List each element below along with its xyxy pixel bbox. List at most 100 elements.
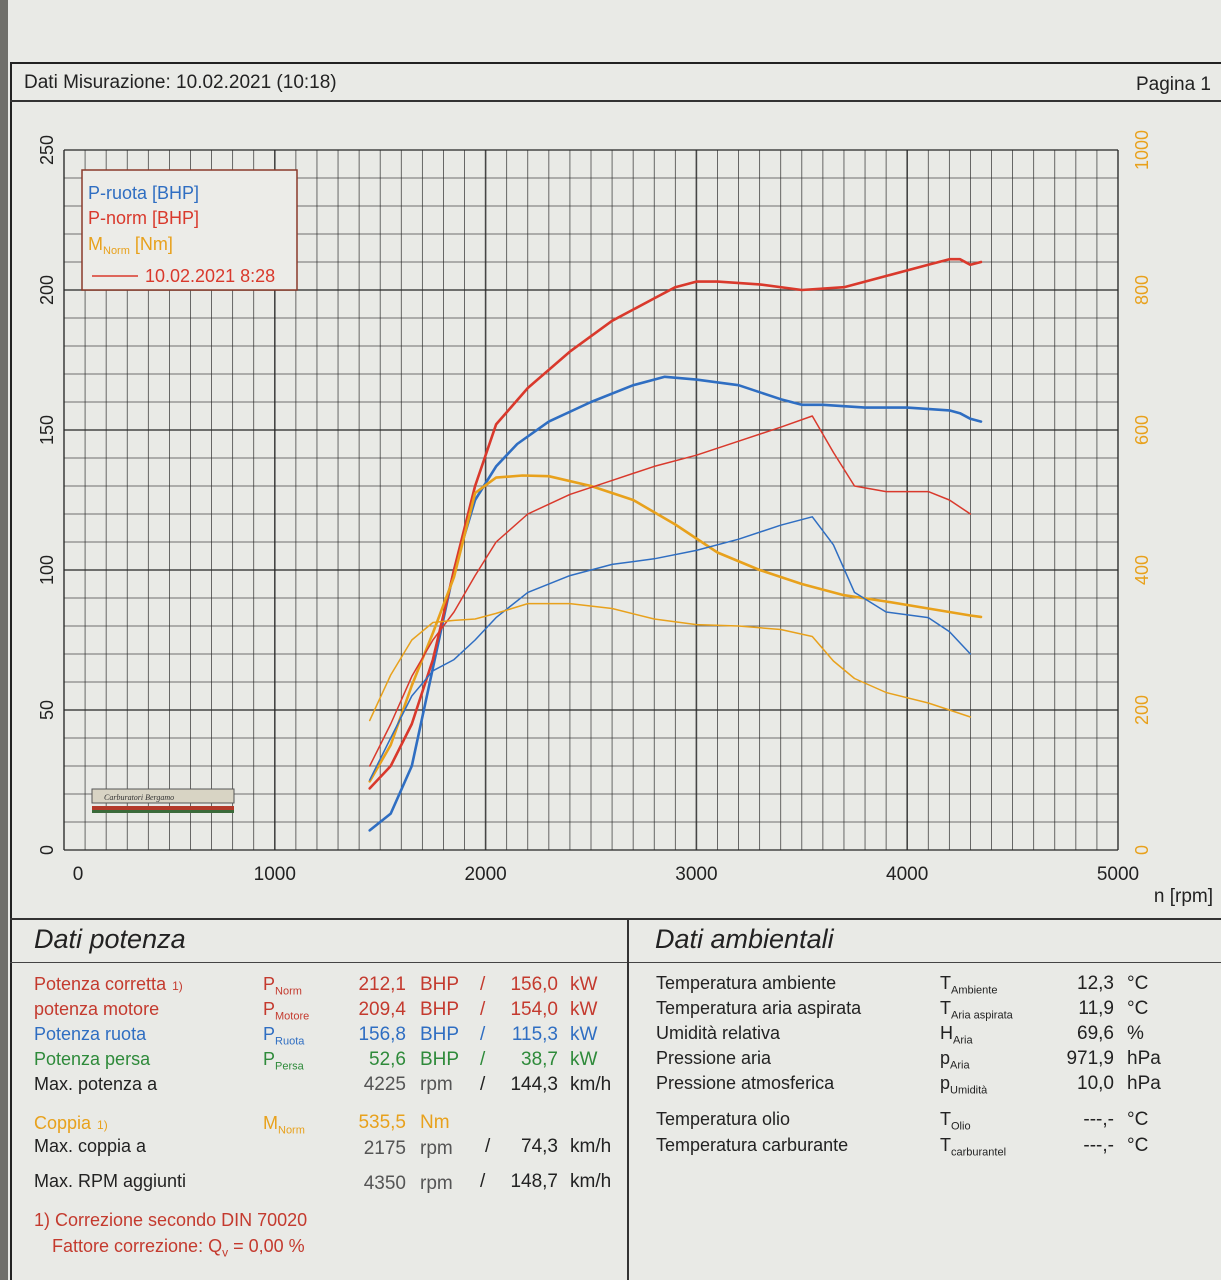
logo-stripe-red — [92, 806, 234, 810]
potenza-row-symbol: PRuota — [263, 1024, 305, 1048]
x-tick-label: 2000 — [464, 864, 506, 885]
ambient-row-value: ---,- — [1083, 1109, 1114, 1130]
x-tick-label: 4000 — [886, 864, 928, 885]
series-line-p-norm-persa — [368, 415, 972, 767]
potenza-slash: / — [480, 1049, 486, 1070]
dati-potenza-title: Dati potenza — [34, 924, 186, 954]
legend-box — [81, 169, 298, 291]
ambient-row-unit: °C — [1127, 1109, 1149, 1130]
potenza-value-2: 115,3 — [511, 1024, 558, 1045]
y-left-tick-label: 0 — [37, 845, 57, 855]
section-divider — [10, 918, 1221, 920]
ambient-row-unit: °C — [1127, 1135, 1149, 1156]
x-axis-label: n [rpm] — [1154, 886, 1213, 907]
max-coppia-speed: 74,3 — [521, 1136, 558, 1157]
ambient-row-symbol: TOlio — [940, 1109, 971, 1133]
potenza-slash: / — [480, 999, 486, 1020]
ambient-row-symbol: TAria aspirata — [940, 998, 1013, 1022]
ambient-row-symbol: pAria — [940, 1048, 970, 1072]
potenza-value-2: 154,0 — [510, 999, 558, 1020]
max-rpm-unit: rpm — [420, 1173, 453, 1194]
x-tick-label: 0 — [73, 864, 84, 885]
max-coppia-label: Max. coppia a — [34, 1136, 147, 1156]
x-tick-label: 5000 — [1097, 864, 1139, 885]
y-left-tick-label: 100 — [37, 555, 57, 585]
potenza-unit-1: BHP — [420, 1049, 460, 1070]
ambient-row-symbol: TAmbiente — [940, 973, 998, 997]
potenza-row-label: Potenza ruota — [34, 1024, 147, 1044]
y-right-tick-label: 200 — [1132, 695, 1152, 725]
max-rpm-slash: / — [480, 1171, 486, 1192]
potenza-row-symbol: PNorm — [263, 974, 302, 998]
potenza-row-label: potenza motore — [34, 999, 160, 1019]
ambient-row-value: 10,0 — [1077, 1073, 1114, 1094]
footnote-marker: 1) — [97, 1118, 108, 1132]
measurement-header: Dati Misurazione: 10.02.2021 (10:18) — [24, 72, 337, 93]
max-rpm-speed: 148,7 — [510, 1171, 558, 1192]
ambient-row-symbol: Tcarburantel — [940, 1135, 1007, 1159]
series-line-m-norm-nm- — [368, 474, 983, 783]
legend-item-p-ruota: P-ruota [BHP] — [88, 183, 199, 203]
potenza-unit-1: BHP — [420, 1024, 460, 1045]
max-rpm-speed-unit: km/h — [570, 1171, 612, 1192]
ambient-row-unit: hPa — [1127, 1048, 1161, 1069]
potenza-unit-2: kW — [570, 1024, 598, 1045]
ambient-row-value: 11,9 — [1078, 998, 1114, 1019]
ambient-row-label: Temperatura carburante — [656, 1135, 849, 1155]
header-divider — [10, 100, 1221, 102]
legend-item-p-norm: P-norm [BHP] — [88, 208, 199, 228]
x-tick-label: 1000 — [254, 864, 296, 885]
potenza-slash: / — [480, 1024, 486, 1045]
correction-footnote: 1) Correzione secondo DIN 70020 — [34, 1210, 308, 1230]
carburatori-logo: Carburatori Bergamo — [91, 788, 235, 813]
potenza-slash: / — [480, 1074, 486, 1095]
logo-text: Carburatori Bergamo — [104, 793, 174, 802]
footnote-marker: 1) — [172, 979, 183, 993]
potenza-unit-1: rpm — [420, 1074, 453, 1095]
coppia-label: Coppia 1) — [34, 1113, 108, 1133]
potenza-value-1: 212,1 — [358, 974, 406, 995]
potenza-row-label: Max. potenza a — [34, 1074, 158, 1094]
potenza-value-1: 4225 — [363, 1074, 406, 1095]
ambient-row-label: Pressione aria — [656, 1048, 772, 1068]
potenza-value-2: 38,7 — [521, 1049, 558, 1070]
ambient-row-symbol: HAria — [940, 1023, 973, 1047]
max-coppia-rpm: 2175 — [363, 1138, 406, 1159]
ambient-row-label: Temperatura ambiente — [656, 973, 837, 993]
potenza-unit-2: kW — [570, 1049, 598, 1070]
dati-ambientali-title: Dati ambientali — [655, 924, 834, 954]
potenza-row-label: Potenza corretta 1) — [34, 974, 183, 994]
dati-potenza-underline — [10, 962, 627, 963]
potenza-unit-2: kW — [570, 999, 598, 1020]
logo-plate — [91, 788, 235, 804]
legend-run-label: 10.02.2021 8:28 — [145, 266, 275, 286]
correction-factor: Fattore correzione: Qv = 0,00 % — [52, 1236, 305, 1260]
series-line-p-norm-bhp- — [368, 257, 983, 790]
potenza-row-symbol: PMotore — [263, 999, 310, 1023]
potenza-value-2: 144,3 — [510, 1074, 558, 1095]
potenza-unit-2: kW — [570, 974, 598, 995]
ambient-row-unit: % — [1127, 1023, 1144, 1044]
ambient-row-symbol: pUmidità — [940, 1073, 988, 1097]
ambient-row-label: Temperatura aria aspirata — [656, 998, 862, 1018]
y-right-tick-label: 800 — [1132, 275, 1152, 305]
potenza-slash: / — [480, 974, 486, 995]
chart-legend: P-ruota [BHP] P-norm [BHP] MNorm [Nm] 10.02… — [81, 169, 298, 291]
potenza-value-1: 209,4 — [358, 999, 406, 1020]
potenza-unit-1: BHP — [420, 974, 460, 995]
logo-stripe-green — [92, 810, 234, 813]
x-tick-label: 3000 — [675, 864, 717, 885]
y-right-tick-label: 1000 — [1132, 130, 1152, 170]
page-number: Pagina 1 — [1135, 74, 1211, 95]
potenza-value-1: 52,6 — [369, 1049, 406, 1070]
y-left-tick-label: 150 — [37, 415, 57, 445]
series-line-m-norm-persa — [368, 602, 972, 722]
potenza-value-2: 156,0 — [510, 974, 558, 995]
ambient-row-value: ---,- — [1083, 1135, 1114, 1156]
legend-item-m-norm: MNorm [Nm] — [88, 234, 173, 257]
ambient-row-unit: hPa — [1127, 1073, 1161, 1094]
report-frame — [10, 62, 1221, 1280]
ambient-row-value: 971,9 — [1066, 1048, 1114, 1069]
potenza-row-label: Potenza persa — [34, 1049, 151, 1069]
y-right-tick-label: 400 — [1132, 555, 1152, 585]
